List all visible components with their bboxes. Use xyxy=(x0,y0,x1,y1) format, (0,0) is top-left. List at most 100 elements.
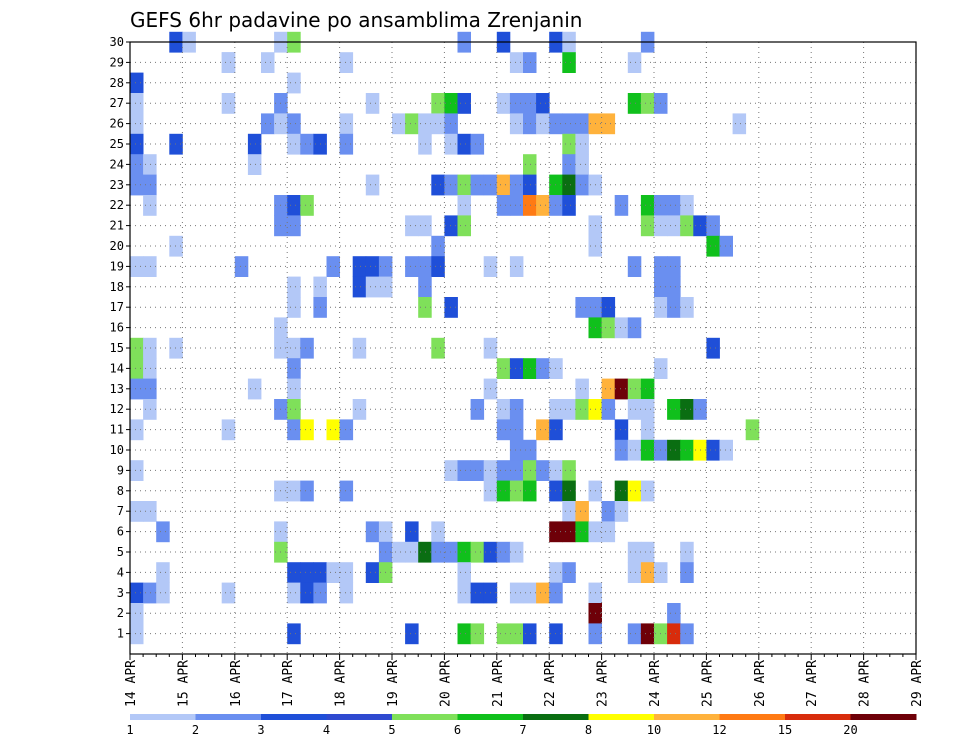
precip-cell xyxy=(143,378,157,400)
precip-cell xyxy=(706,337,720,359)
precip-cell xyxy=(405,113,419,135)
precip-cell xyxy=(287,480,301,502)
precip-cell xyxy=(221,52,236,73)
precip-cell xyxy=(457,582,471,604)
precip-cell xyxy=(130,337,144,359)
precip-cell xyxy=(509,52,524,73)
precip-cell xyxy=(470,541,485,563)
precip-cell xyxy=(601,521,616,543)
precip-cell xyxy=(496,480,511,502)
precip-cell xyxy=(680,195,694,216)
y-tick-label: 26 xyxy=(110,117,124,131)
precip-cell xyxy=(523,439,537,461)
precip-cell xyxy=(575,113,589,135)
precip-cell xyxy=(575,174,589,196)
y-tick-label: 16 xyxy=(110,321,124,335)
precip-cell xyxy=(365,256,380,277)
precip-cell xyxy=(496,174,511,196)
y-tick-label: 8 xyxy=(117,484,124,498)
precip-cell xyxy=(627,52,642,73)
precip-cell xyxy=(496,419,511,441)
colorbar-segment xyxy=(261,714,327,720)
precip-cell xyxy=(287,337,301,359)
y-tick-label: 29 xyxy=(110,55,124,69)
precip-cell xyxy=(339,562,354,583)
precip-cell xyxy=(523,113,537,135)
precip-cell xyxy=(509,113,524,135)
precip-cell xyxy=(627,317,642,339)
precip-cell xyxy=(640,541,655,563)
precip-cell xyxy=(562,174,576,196)
precip-cell xyxy=(221,93,236,114)
precip-cell xyxy=(680,541,694,563)
precip-cell xyxy=(261,52,275,73)
precip-cell xyxy=(326,562,340,583)
y-tick-label: 9 xyxy=(117,463,124,477)
y-tick-label: 10 xyxy=(110,443,124,457)
x-axis: 14 APR 15 APR 16 APR 17 APR 18 APR 19 APR 20 A… xyxy=(124,654,925,707)
precip-cell xyxy=(640,419,655,441)
precip-cell xyxy=(431,174,445,196)
precip-cell xyxy=(627,562,642,583)
precip-cell xyxy=(614,317,629,339)
colorbar-segment xyxy=(785,714,851,720)
precip-cell xyxy=(365,276,380,298)
precip-cell xyxy=(287,195,301,216)
y-tick-label: 14 xyxy=(110,361,124,375)
precip-cell xyxy=(431,521,445,543)
colorbar-label: 3 xyxy=(257,723,264,737)
precip-cell xyxy=(640,378,655,400)
colorbar-segment xyxy=(457,714,524,720)
precip-cell xyxy=(706,439,720,461)
precip-cell xyxy=(156,562,170,583)
precip-cell xyxy=(457,623,471,645)
precip-cell xyxy=(169,235,183,257)
precip-cell xyxy=(667,603,681,624)
precip-cell xyxy=(300,562,314,583)
precip-cell xyxy=(680,399,694,420)
precip-cell xyxy=(667,195,681,216)
precip-cell xyxy=(509,358,524,379)
precip-cell xyxy=(431,235,445,257)
precip-cell xyxy=(457,133,471,155)
colorbar-segment xyxy=(654,714,720,720)
y-tick-label: 1 xyxy=(117,627,124,641)
precip-cell xyxy=(352,399,367,420)
precip-cell xyxy=(523,174,537,196)
precip-cell xyxy=(431,113,445,135)
precip-cell xyxy=(130,623,144,645)
y-tick-label: 24 xyxy=(110,157,124,171)
precip-cell xyxy=(536,113,550,135)
precip-cell xyxy=(523,195,537,216)
precip-cell xyxy=(234,256,249,277)
x-tick-label: 19 APR xyxy=(386,660,401,707)
colorbar-label: 6 xyxy=(454,723,461,737)
precip-cell xyxy=(496,399,511,420)
precip-cell xyxy=(640,562,655,583)
precip-cell xyxy=(405,623,419,645)
x-tick-label: 21 APR xyxy=(491,660,506,707)
precip-cell xyxy=(536,419,550,441)
precip-cell xyxy=(418,541,432,563)
x-tick-label: 20 APR xyxy=(438,660,453,707)
precip-cell xyxy=(130,358,144,379)
precip-cell xyxy=(365,174,380,196)
y-tick-label: 23 xyxy=(110,178,124,192)
precip-cell xyxy=(575,521,589,543)
precip-cell xyxy=(143,582,157,604)
precip-cell xyxy=(614,419,629,441)
y-tick-label: 30 xyxy=(110,35,124,49)
precip-cell xyxy=(667,399,681,420)
precip-cell xyxy=(143,337,157,359)
precip-cell xyxy=(418,297,432,318)
precip-cell xyxy=(575,154,589,175)
precip-cell xyxy=(143,256,157,277)
y-tick-label: 22 xyxy=(110,198,124,212)
precip-cell xyxy=(457,541,471,563)
precip-cell xyxy=(496,541,511,563)
colorbar-label: 5 xyxy=(388,723,395,737)
y-tick-label: 25 xyxy=(110,137,124,151)
colorbar-label: 15 xyxy=(778,723,792,737)
precip-cell xyxy=(470,174,485,196)
precip-cell xyxy=(601,378,616,400)
